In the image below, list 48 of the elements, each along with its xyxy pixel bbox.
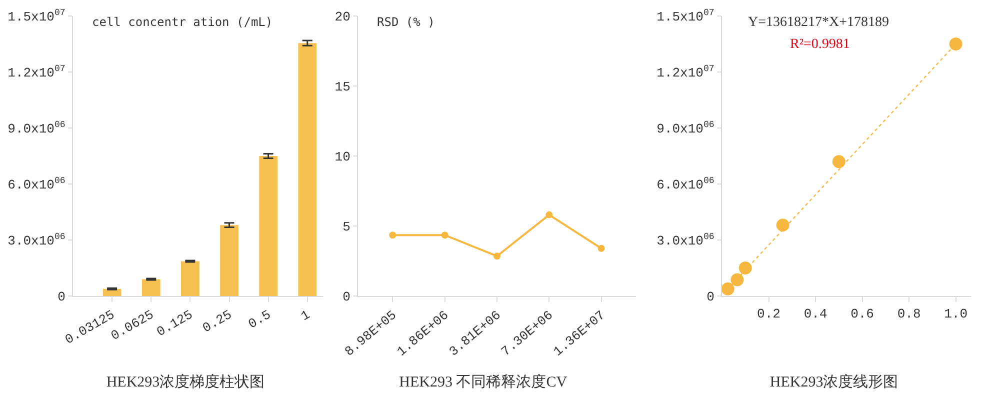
annotation: R²=0.9981	[790, 37, 850, 52]
y-tick-label: 15	[334, 80, 350, 95]
x-tick-label: 0.2	[757, 306, 780, 322]
text: HEK293浓度线形图	[770, 373, 898, 390]
x-tick-label: 0.6	[850, 306, 874, 322]
y-axis-title: cell concentr ation (/mL)	[92, 15, 273, 29]
x-tick-label: 0.4	[804, 306, 828, 322]
point	[949, 38, 962, 50]
y-tick-label: 1.5x10$^{07}$	[656, 7, 714, 25]
annotation: Y=13618217*X+178189	[748, 15, 890, 30]
y-tick-label: 6.0x10$^{06}$	[8, 175, 66, 193]
y-tick-label: 0	[58, 290, 66, 305]
point	[546, 211, 553, 218]
point	[832, 155, 846, 168]
bar	[298, 43, 317, 296]
point	[494, 252, 500, 260]
x-tick-label: 0.25	[200, 307, 234, 336]
y-tick-label: 3.0x10$^{06}$	[8, 231, 66, 249]
y-tick-label: 9.0x10$^{06}$	[656, 119, 714, 137]
point	[441, 232, 448, 239]
point	[389, 232, 396, 239]
y-tick-label: 0	[342, 290, 350, 305]
bar	[220, 225, 238, 296]
point	[738, 262, 752, 274]
y-tick-label: 1.2x10$^{07}$	[656, 63, 714, 81]
bar	[181, 261, 200, 296]
point	[721, 282, 734, 296]
y-tick-label: 10	[334, 150, 350, 165]
x-tick-label: 1	[298, 307, 313, 324]
y-axis-title: RSD (% )	[377, 15, 435, 29]
point	[598, 244, 605, 252]
y-tick-label: 9.0x10$^{06}$	[8, 119, 66, 137]
text: HEK293浓度梯度柱状图	[106, 373, 265, 390]
point	[730, 273, 744, 286]
x-tick-label: 1.0	[944, 306, 968, 322]
x-tick-label: 0.5	[246, 307, 274, 332]
bar	[142, 279, 160, 296]
x-tick-label: 0.8	[897, 306, 921, 322]
text: HEK293 不同稀释浓度CV	[399, 373, 568, 390]
bar	[259, 156, 278, 296]
y-tick-label: 20	[334, 10, 350, 25]
y-tick-label: 3.0x10$^{06}$	[656, 231, 714, 249]
y-tick-label: 5	[342, 220, 350, 235]
y-tick-label: 0	[706, 290, 714, 305]
y-tick-label: 1.2x10$^{07}$	[8, 63, 66, 81]
y-tick-label: 1.5x10$^{07}$	[8, 7, 66, 25]
point	[776, 218, 790, 232]
y-tick-label: 6.0x10$^{06}$	[656, 175, 714, 193]
